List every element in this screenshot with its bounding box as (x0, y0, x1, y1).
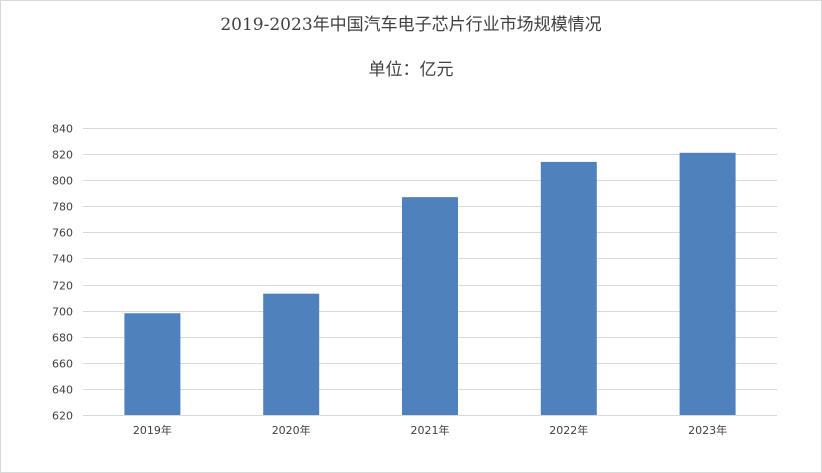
y-tick-label: 640 (52, 384, 73, 397)
bar-2020年 (263, 293, 320, 415)
y-tick-label: 720 (52, 280, 73, 293)
y-tick-label: 800 (52, 175, 73, 188)
x-tick-label: 2021年 (411, 423, 450, 437)
x-tick-label: 2019年 (133, 423, 172, 437)
x-axis: 2019年 2020年 2021年 2022年 2023年 (133, 423, 727, 437)
y-tick-label: 780 (52, 201, 73, 214)
y-tick-label: 760 (52, 227, 73, 240)
y-axis: 620 640 660 680 700 720 740 760 780 800 820 840 (52, 123, 73, 423)
chart-subtitle: 单位：亿元 (368, 60, 454, 80)
bar-2022年 (540, 161, 597, 415)
x-tick-label: 2020年 (272, 423, 311, 437)
x-tick-label: 2022年 (549, 423, 588, 437)
bar-2021年 (402, 197, 458, 415)
bars (124, 152, 736, 415)
chart-title: 2019-2023年中国汽车电子芯片行业市场规模情况 (220, 15, 602, 35)
y-tick-label: 840 (52, 123, 73, 136)
y-tick-label: 820 (52, 149, 73, 162)
y-tick-label: 660 (52, 358, 73, 371)
y-tick-label: 700 (52, 306, 73, 319)
bar-2023年 (679, 152, 736, 415)
y-tick-label: 740 (52, 253, 73, 266)
bar-2019年 (124, 313, 181, 415)
x-tick-label: 2023年 (688, 423, 727, 437)
y-tick-label: 680 (52, 332, 73, 345)
y-tick-label: 620 (52, 410, 73, 423)
